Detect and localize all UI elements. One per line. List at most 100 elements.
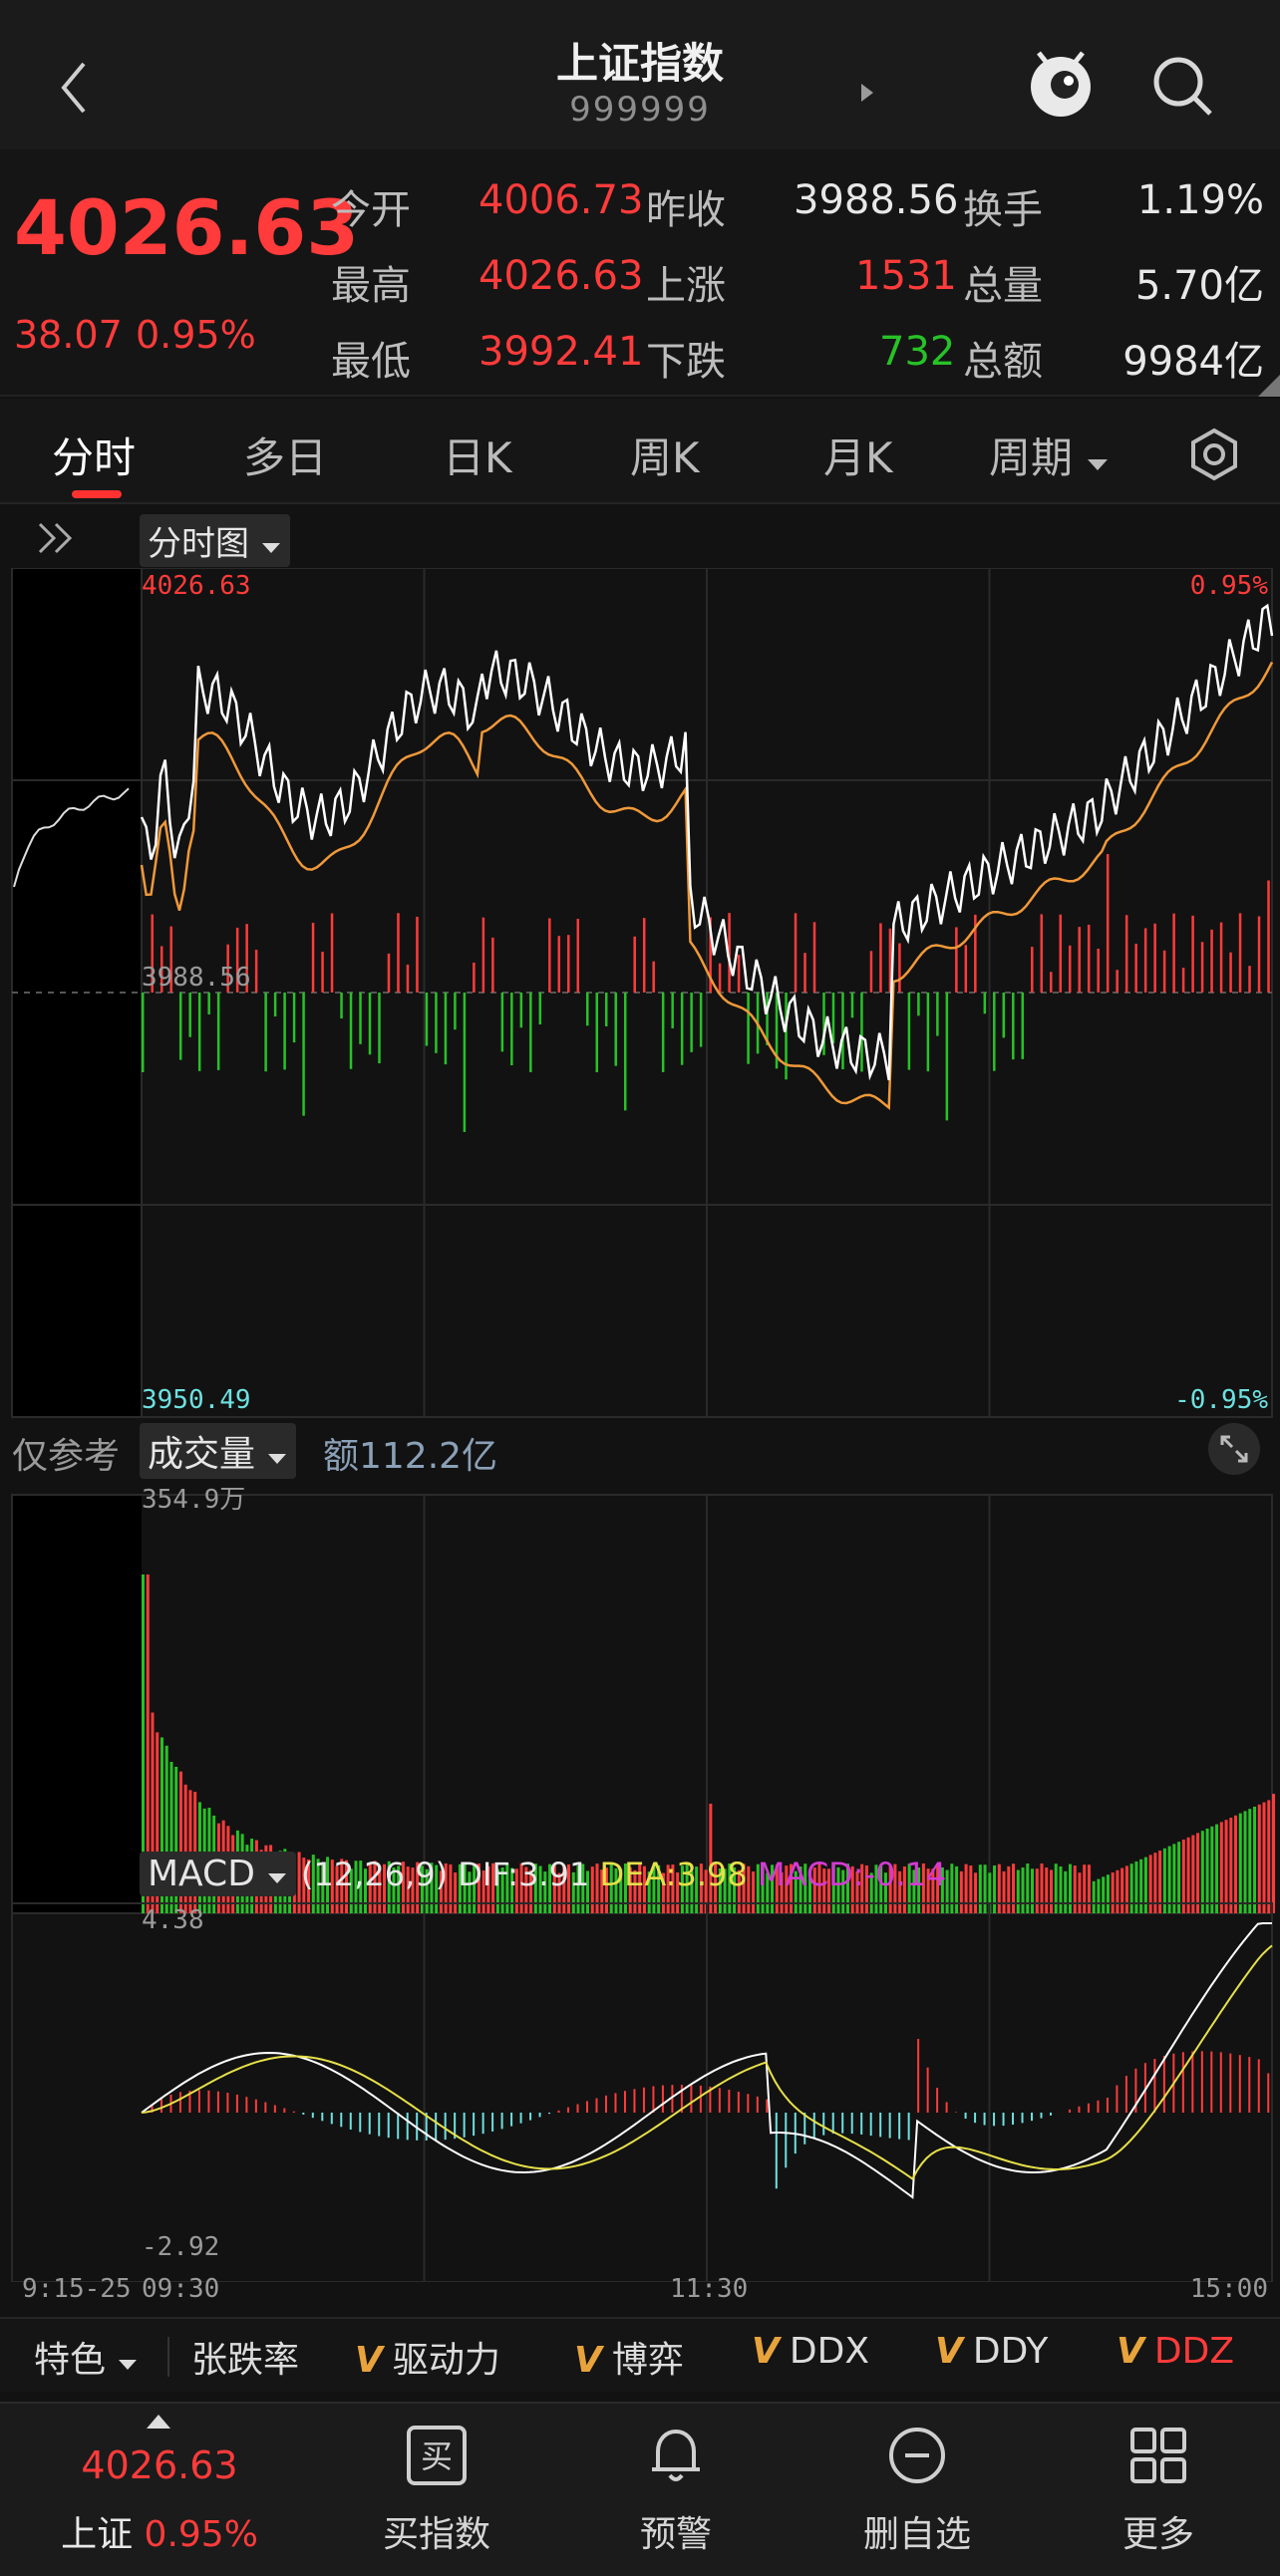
updown-bar xyxy=(510,993,513,1066)
nav-more-label[interactable]: 更多 xyxy=(1121,2514,1194,2555)
updown-bar xyxy=(1116,970,1119,993)
macd-type-dropdown[interactable]: MACD xyxy=(140,1852,297,1896)
macd-bar xyxy=(491,2113,494,2132)
chevron-left-icon[interactable] xyxy=(56,58,96,118)
updown-bar xyxy=(869,951,873,993)
chart-type-dropdown[interactable]: 分时图 xyxy=(140,514,290,567)
tab-weekly-k[interactable]: 周K xyxy=(630,433,700,482)
volume-bar xyxy=(345,1860,349,1913)
volume-bar xyxy=(1134,1861,1138,1913)
volume-bar xyxy=(454,1871,458,1913)
mascot-icon[interactable] xyxy=(1025,45,1097,125)
nav-more[interactable] xyxy=(1059,2424,1258,2491)
nav-alert-label[interactable]: 预警 xyxy=(639,2514,712,2555)
nav-remove-watchlist[interactable] xyxy=(817,2424,1017,2491)
nav-index-price[interactable]: 4026.63 xyxy=(81,2443,238,2487)
updown-bar xyxy=(1200,942,1204,993)
macd-bar xyxy=(1097,2100,1100,2113)
tab-daily-k[interactable]: 日K xyxy=(443,433,512,482)
nav-index-summary[interactable]: 上证 0.95% xyxy=(60,2505,259,2557)
volume-bar xyxy=(463,1863,467,1913)
nav-remove-watchlist-label[interactable]: 删自选 xyxy=(862,2514,971,2555)
macd-bar xyxy=(1087,2103,1090,2113)
volume-bar xyxy=(633,1869,637,1913)
low-value: 3992.41 xyxy=(479,329,644,375)
indicator-game[interactable]: V 博弈 xyxy=(574,2331,684,2383)
low-label: 最低 xyxy=(331,339,411,385)
volume-bar xyxy=(775,1864,779,1913)
tab-multi-day[interactable]: 多日 xyxy=(243,433,328,482)
volume-bar xyxy=(879,1864,883,1913)
volume-bar xyxy=(1243,1811,1247,1913)
volume-bar xyxy=(993,1864,997,1913)
volume-bar xyxy=(869,1872,873,1913)
updown-bar xyxy=(623,993,627,1111)
volume-bar xyxy=(349,1868,353,1913)
updown-bar xyxy=(1087,924,1091,993)
nav-buy-index-label[interactable]: 买指数 xyxy=(382,2514,490,2555)
volume-bar xyxy=(812,1867,816,1913)
indicator-driving-force[interactable]: V 驱动力 xyxy=(355,2331,500,2383)
volume-bar xyxy=(425,1868,429,1913)
volume-bar xyxy=(411,1867,415,1913)
macd-bar xyxy=(576,2104,579,2113)
rising-label: 上涨 xyxy=(646,263,726,309)
macd-bar xyxy=(728,2089,731,2113)
volume-bar xyxy=(1124,1865,1128,1913)
updown-bar xyxy=(1162,950,1166,993)
macd-bar xyxy=(652,2086,655,2113)
tab-intraday[interactable]: 分时 xyxy=(52,433,137,482)
volume-bar xyxy=(997,1863,1001,1913)
feature-dropdown[interactable]: 特色 xyxy=(34,2331,139,2383)
volume-bar xyxy=(822,1868,826,1913)
indicator-ddy[interactable]: V DDY xyxy=(935,2331,1048,2372)
volume-bar xyxy=(514,1868,518,1913)
settings-icon[interactable] xyxy=(1186,427,1242,482)
updown-bar xyxy=(898,943,901,993)
dif-line xyxy=(141,1922,1272,2199)
volume-bar xyxy=(695,1866,699,1913)
fullscreen-icon[interactable] xyxy=(1206,1421,1262,1477)
volume-bar xyxy=(373,1860,377,1913)
buy-glyph: 买 xyxy=(421,2437,453,2475)
volume-bar xyxy=(619,1868,623,1913)
volume-bar xyxy=(416,1861,420,1913)
updown-bar xyxy=(1134,944,1137,993)
volume-bar xyxy=(969,1864,973,1913)
volume-bar xyxy=(704,1869,708,1913)
indicator-rise-rate[interactable]: 张跌率 xyxy=(191,2340,300,2381)
updown-bar xyxy=(1143,928,1147,993)
search-icon[interactable] xyxy=(1148,52,1218,122)
updown-bar xyxy=(1097,948,1100,993)
volume-bar xyxy=(1078,1872,1082,1913)
volume-bar xyxy=(747,1865,751,1913)
macd-bar xyxy=(1078,2106,1081,2113)
updown-bar xyxy=(349,993,353,1069)
volume-bar xyxy=(790,1863,794,1913)
nav-alert[interactable] xyxy=(576,2424,776,2491)
caret-right-icon[interactable] xyxy=(859,82,875,104)
volume-bar xyxy=(581,1863,585,1913)
nav-buy-index[interactable]: 买 xyxy=(337,2424,536,2491)
volume-type-dropdown[interactable]: 成交量 xyxy=(140,1423,297,1479)
volume-bar xyxy=(340,1859,344,1913)
macd-bar xyxy=(595,2098,598,2113)
indicator-ddz[interactable]: V DDZ xyxy=(1117,2331,1234,2372)
macd-bottom-label: -2.92 xyxy=(142,2232,220,2262)
indicator-ddx[interactable]: V DDX xyxy=(752,2331,869,2372)
macd-bar xyxy=(747,2094,750,2113)
volume-bar xyxy=(368,1862,372,1913)
high-value: 4026.63 xyxy=(479,253,644,299)
macd-bar xyxy=(481,2113,484,2135)
updown-bar xyxy=(169,926,172,993)
tab-period[interactable]: 周期 xyxy=(989,425,1110,485)
tab-monthly-k[interactable]: 月K xyxy=(823,433,893,482)
intraday-chart-area[interactable] xyxy=(0,568,1280,2282)
updown-bar xyxy=(1219,922,1223,993)
caret-down-icon xyxy=(261,543,280,553)
macd-bar xyxy=(340,2113,343,2128)
volume-bar xyxy=(1012,1863,1016,1913)
expand-double-chevron-icon[interactable] xyxy=(36,518,80,558)
volume-bar xyxy=(164,1745,168,1913)
updown-bar xyxy=(1002,993,1006,1038)
